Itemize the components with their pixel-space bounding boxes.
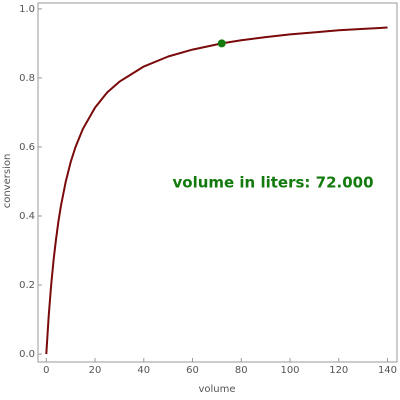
x-tick-label: 20 <box>89 365 102 376</box>
x-tick-label: 0 <box>43 365 49 376</box>
y-tick-label: 0.8 <box>19 73 35 84</box>
x-axis-title: volume <box>198 384 235 395</box>
plot-frame <box>37 2 398 363</box>
y-tick-label: 0.4 <box>19 211 35 222</box>
y-tick-label: 0.0 <box>19 349 35 360</box>
x-tick-label: 40 <box>137 365 150 376</box>
line-series <box>45 26 388 355</box>
x-tick-label: 80 <box>235 365 248 376</box>
x-tick-label: 140 <box>378 365 397 376</box>
x-tick-label: 120 <box>329 365 348 376</box>
y-axis-title: conversion <box>2 154 13 209</box>
y-tick-label: 0.6 <box>19 142 35 153</box>
y-tick-label: 0.2 <box>19 280 35 291</box>
annotation: volume in liters: 72.000 <box>172 174 373 192</box>
x-tick-label: 60 <box>186 365 199 376</box>
x-tick-label: 100 <box>280 365 299 376</box>
y-tick-label: 1.0 <box>19 4 35 15</box>
marker-point <box>217 39 226 48</box>
